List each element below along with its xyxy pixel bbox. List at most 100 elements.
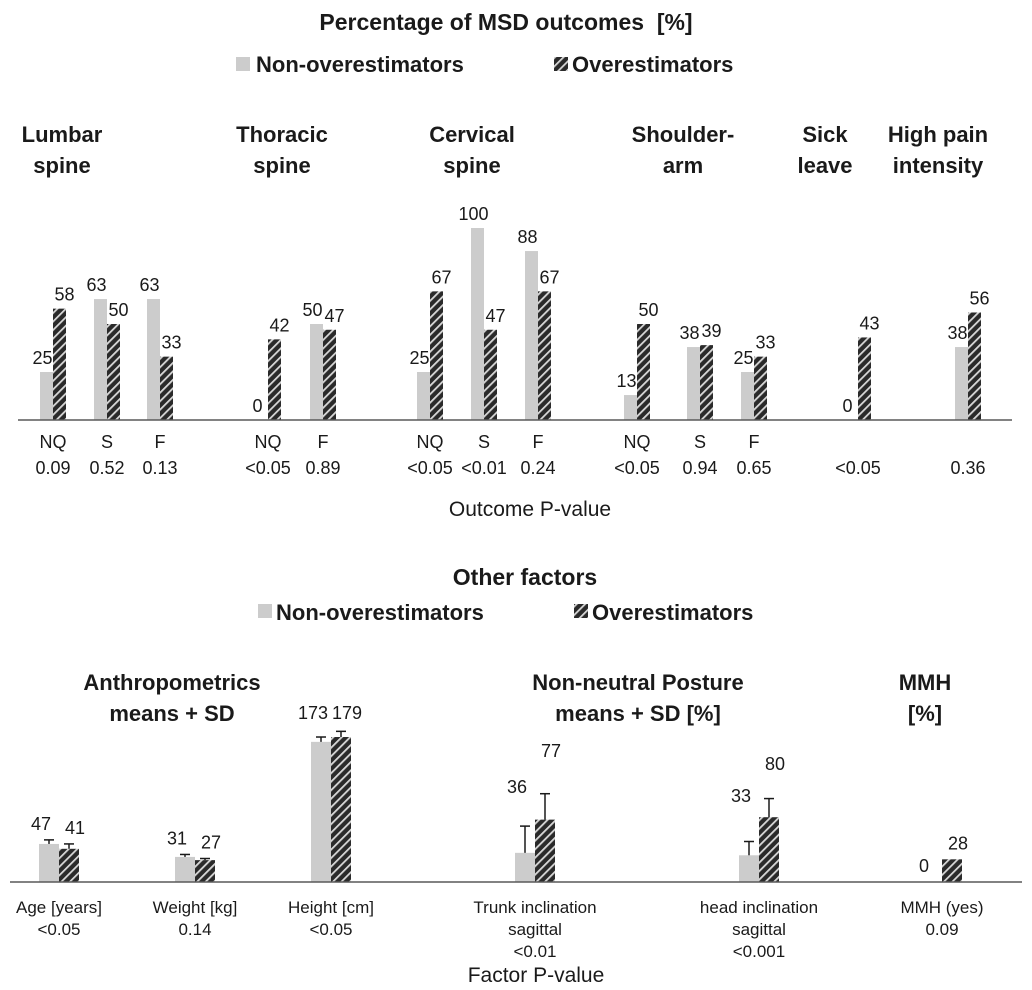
data-label: 80: [765, 754, 785, 774]
data-label: 36: [507, 777, 527, 797]
bar-overestimators: [858, 337, 871, 420]
bar-non-overestimators: [739, 855, 759, 882]
data-label: 88: [517, 227, 537, 247]
data-label: 50: [638, 300, 658, 320]
category-label: S: [478, 432, 490, 452]
chart-title: Other factors: [453, 564, 597, 590]
data-label: 47: [31, 814, 51, 834]
p-value-label: 0.24: [520, 458, 555, 478]
group-title-line: Thoracic: [236, 122, 328, 147]
legend: Non-overestimators Overestimators: [236, 52, 733, 77]
category-label: F: [749, 432, 760, 452]
data-label: 63: [139, 275, 159, 295]
data-label: 50: [302, 300, 322, 320]
category-label: NQ: [255, 432, 282, 452]
p-value-label: <0.05: [309, 920, 352, 939]
bar-non-overestimators: [311, 741, 331, 882]
group-title-line: leave: [797, 153, 852, 178]
bar-non-overestimators: [525, 251, 538, 420]
bar-overestimators: [195, 860, 215, 882]
data-label: 56: [969, 288, 989, 308]
bar-overestimators: [53, 308, 66, 420]
bar-non-overestimators: [310, 324, 323, 420]
group-title-line: intensity: [893, 153, 984, 178]
data-label: 13: [616, 371, 636, 391]
category-label: S: [694, 432, 706, 452]
group-title-line: [%]: [908, 701, 942, 726]
p-value-label: 0.52: [89, 458, 124, 478]
bar-overestimators: [331, 737, 351, 882]
group-titles: Anthropometrics means + SD Non-neutral Pos…: [83, 670, 951, 726]
data-label: 0: [252, 396, 262, 416]
bar-overestimators: [754, 356, 767, 420]
legend-label-overestimators: Overestimators: [592, 600, 753, 625]
chart-title: Percentage of MSD outcomes [%]: [319, 9, 692, 35]
p-value-label: <0.001: [733, 942, 785, 961]
data-label: 43: [859, 313, 879, 333]
data-label: 100: [458, 204, 488, 224]
category-label: NQ: [624, 432, 651, 452]
group-title-line: Sick: [802, 122, 848, 147]
data-label: 25: [733, 348, 753, 368]
bar-overestimators: [538, 291, 551, 420]
data-label: 41: [65, 818, 85, 838]
data-label: 63: [86, 275, 106, 295]
p-value-label: <0.01: [513, 942, 556, 961]
category-label: MMH (yes): [900, 898, 983, 917]
bar-non-overestimators: [471, 228, 484, 420]
bar-overestimators: [700, 345, 713, 420]
bar-non-overestimators: [955, 347, 968, 420]
data-label: 47: [485, 306, 505, 326]
p-value-label: 0.14: [178, 920, 211, 939]
legend: Non-overestimators Overestimators: [258, 600, 753, 625]
group-title-line: Lumbar: [22, 122, 103, 147]
bar-overestimators: [484, 329, 497, 420]
data-label: 67: [539, 267, 559, 287]
data-label: 42: [269, 315, 289, 335]
category-label: Age [years]: [16, 898, 102, 917]
group-title-line: Shoulder-: [632, 122, 735, 147]
data-label: 47: [324, 306, 344, 326]
data-label: 77: [541, 741, 561, 761]
data-label: 58: [54, 285, 74, 305]
data-label: 25: [409, 348, 429, 368]
bar-overestimators: [160, 356, 173, 420]
p-value-label: <0.05: [407, 458, 453, 478]
data-label: 38: [947, 323, 967, 343]
category-label: F: [533, 432, 544, 452]
p-value-label: 0.13: [142, 458, 177, 478]
legend-swatch-overestimators: [554, 57, 568, 71]
group-title-line: spine: [33, 153, 90, 178]
group-title-line: Cervical: [429, 122, 515, 147]
bar-non-overestimators: [175, 856, 195, 882]
p-value-label: <0.05: [614, 458, 660, 478]
p-value-label: <0.01: [461, 458, 507, 478]
bar-overestimators: [535, 819, 555, 882]
p-value-label: <0.05: [835, 458, 881, 478]
category-label: Height [cm]: [288, 898, 374, 917]
category-label: head inclination: [700, 898, 818, 917]
data-label: 28: [948, 833, 968, 853]
group-title-line: means + SD: [109, 701, 234, 726]
group-title-line: MMH: [899, 670, 952, 695]
category-label: F: [155, 432, 166, 452]
msd-outcomes-chart: Percentage of MSD outcomes [%] Non-overe…: [18, 9, 1012, 521]
p-value-label: 0.89: [305, 458, 340, 478]
bar-overestimators: [968, 312, 981, 420]
data-label: 39: [701, 321, 721, 341]
data-label: 27: [201, 833, 221, 853]
bar-non-overestimators: [417, 372, 430, 420]
category-label: sagittal: [508, 920, 562, 939]
legend-swatch-non-overestimators: [258, 604, 272, 618]
data-label: 31: [167, 828, 187, 848]
bar-overestimators: [268, 339, 281, 420]
data-label: 173: [298, 703, 328, 723]
bars: 47 41 31 27 173 179 36 77 33 80 0 28: [31, 703, 968, 882]
bar-non-overestimators: [147, 299, 160, 420]
group-title-line: arm: [663, 153, 703, 178]
bar-non-overestimators: [39, 843, 59, 882]
bar-overestimators: [637, 324, 650, 420]
p-value-label: 0.36: [950, 458, 985, 478]
